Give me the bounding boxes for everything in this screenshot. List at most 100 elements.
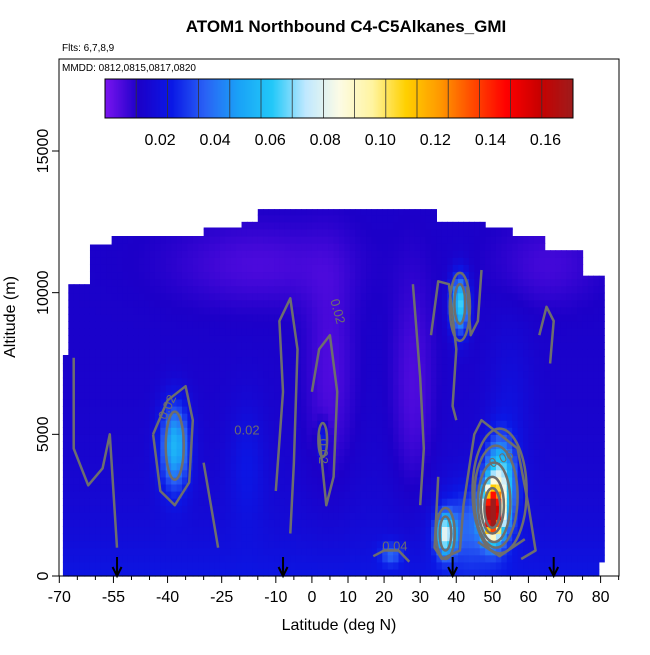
heatmap-cell <box>371 484 377 492</box>
heatmap-cell <box>274 534 280 542</box>
heatmap-cell <box>566 463 572 471</box>
heatmap-cell <box>101 378 107 386</box>
heatmap-cell <box>539 243 545 251</box>
heatmap-cell <box>117 413 123 421</box>
heatmap-cell <box>534 300 540 308</box>
heatmap-cell <box>339 364 345 372</box>
heatmap-cell <box>561 413 567 421</box>
heatmap-cell <box>128 449 134 457</box>
heatmap-cell <box>274 378 280 386</box>
heatmap-cell <box>231 371 237 379</box>
heatmap-cell <box>182 477 188 485</box>
heatmap-cell <box>393 279 399 287</box>
heatmap-cell <box>458 229 464 237</box>
heatmap-cell <box>198 420 204 428</box>
heatmap-cell <box>144 498 150 506</box>
heatmap-cell <box>242 441 248 449</box>
heatmap-cell <box>523 427 529 435</box>
heatmap-cell <box>550 434 556 442</box>
heatmap-cell <box>155 271 161 279</box>
heatmap-cell <box>393 526 399 534</box>
heatmap-cell <box>339 257 345 265</box>
heatmap-cell <box>285 491 291 499</box>
heatmap-cell <box>296 293 302 301</box>
heatmap-cell <box>193 562 199 570</box>
heatmap-cell <box>290 349 296 357</box>
heatmap-cell <box>144 477 150 485</box>
heatmap-cell <box>393 250 399 258</box>
heatmap-cell <box>323 215 329 223</box>
heatmap-cell <box>139 378 145 386</box>
heatmap-cell <box>599 449 605 457</box>
heatmap-cell <box>193 406 199 414</box>
heatmap-cell <box>350 356 356 364</box>
heatmap-cell <box>177 257 183 265</box>
heatmap-cell <box>469 364 475 372</box>
heatmap-cell <box>187 364 193 372</box>
heatmap-cell <box>555 463 561 471</box>
heatmap-cell <box>74 569 80 577</box>
heatmap-cell <box>269 356 275 364</box>
heatmap-cell <box>101 519 107 527</box>
heatmap-cell <box>106 342 112 350</box>
heatmap-cell <box>312 406 318 414</box>
heatmap-cell <box>63 498 69 506</box>
heatmap-cell <box>442 271 448 279</box>
heatmap-cell <box>301 477 307 485</box>
heatmap-cell <box>550 512 556 520</box>
heatmap-cell <box>252 293 258 301</box>
heatmap-cell <box>382 243 388 251</box>
heatmap-cell <box>350 441 356 449</box>
heatmap-cell <box>274 300 280 308</box>
heatmap-cell <box>539 399 545 407</box>
heatmap-cell <box>236 378 242 386</box>
heatmap-cell <box>550 364 556 372</box>
heatmap-cell <box>415 484 421 492</box>
heatmap-cell <box>485 250 491 258</box>
heatmap-cell <box>209 342 215 350</box>
heatmap-cell <box>198 243 204 251</box>
heatmap-cell <box>220 555 226 563</box>
heatmap-cell <box>377 222 383 230</box>
heatmap-cell <box>258 229 264 237</box>
heatmap-cell <box>561 293 567 301</box>
heatmap-cell <box>122 257 128 265</box>
heatmap-cell <box>150 286 156 294</box>
heatmap-cell <box>377 321 383 329</box>
heatmap-cell <box>355 498 361 506</box>
heatmap-cell <box>290 364 296 372</box>
heatmap-cell <box>491 229 497 237</box>
heatmap-cell <box>193 477 199 485</box>
heatmap-cell <box>122 512 128 520</box>
heatmap-cell <box>204 512 210 520</box>
heatmap-cell <box>393 441 399 449</box>
heatmap-cell <box>301 378 307 386</box>
heatmap-cell <box>382 505 388 513</box>
heatmap-cell <box>317 371 323 379</box>
heatmap-cell <box>128 399 134 407</box>
heatmap-cell <box>550 491 556 499</box>
heatmap-cell <box>404 477 410 485</box>
heatmap-cell <box>139 420 145 428</box>
heatmap-cell <box>404 293 410 301</box>
heatmap-cell <box>528 286 534 294</box>
heatmap-cell <box>171 534 177 542</box>
heatmap-cell <box>593 371 599 379</box>
heatmap-cell <box>593 569 599 577</box>
heatmap-cell <box>112 406 118 414</box>
heatmap-cell <box>350 328 356 336</box>
heatmap-cell <box>155 562 161 570</box>
heatmap-cell <box>101 307 107 315</box>
heatmap-cell <box>112 243 118 251</box>
heatmap-cell <box>366 279 372 287</box>
heatmap-cell <box>225 541 231 549</box>
heatmap-cell <box>399 498 405 506</box>
heatmap-cell <box>63 413 69 421</box>
heatmap-cell <box>572 250 578 258</box>
heatmap-cell <box>561 555 567 563</box>
heatmap-cell <box>539 378 545 386</box>
heatmap-cell <box>458 562 464 570</box>
heatmap-cell <box>523 250 529 258</box>
heatmap-cell <box>198 264 204 272</box>
heatmap-cell <box>209 555 215 563</box>
